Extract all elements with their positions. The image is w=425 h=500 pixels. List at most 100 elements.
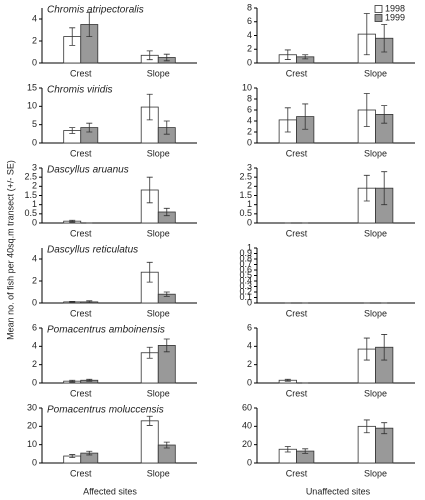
error-bar [363, 337, 370, 361]
y-tick-label: 0 [32, 137, 37, 147]
y-tick-label: 0 [247, 57, 252, 67]
x-tick-label: Slope [147, 468, 170, 478]
column-label: Unaffected sites [306, 486, 371, 496]
y-tick-label: 2.5 [239, 172, 252, 182]
y-tick-label: 1.5 [24, 190, 37, 200]
y-tick-label: 0.8 [239, 253, 252, 263]
y-tick-label: 0 [32, 457, 37, 467]
error-bar [146, 93, 153, 121]
x-tick-label: Crest [70, 308, 92, 318]
y-tick-label: 2 [32, 35, 37, 45]
x-tick-label: Crest [286, 148, 308, 158]
x-tick-label: Slope [364, 388, 387, 398]
x-tick-label: Crest [70, 468, 92, 478]
error-bar [381, 105, 388, 124]
y-tick-label: 0.9 [239, 248, 252, 258]
error-bar [86, 300, 93, 304]
x-tick-label: Slope [147, 388, 170, 398]
x-tick-label: Crest [70, 148, 92, 158]
y-tick-label: 0 [32, 57, 37, 67]
y-tick-label: 2 [32, 275, 37, 285]
y-tick-label: 2 [247, 359, 252, 369]
y-tick-label: 2 [247, 181, 252, 191]
error-bar [363, 174, 370, 202]
legend-label: 1998 [385, 3, 405, 13]
y-tick-label: 1.5 [239, 190, 252, 200]
y-tick-label: 2.5 [24, 172, 37, 182]
y-tick-label: 2 [32, 181, 37, 191]
error-bar [302, 54, 309, 60]
error-bar [69, 27, 76, 46]
error-bar [381, 24, 388, 53]
x-tick-label: Slope [147, 308, 170, 318]
y-tick-label: 0.4 [239, 275, 252, 285]
y-tick-label: 0 [32, 217, 37, 227]
error-bar [363, 419, 370, 434]
error-bar [146, 415, 153, 426]
chart-title: Pomacentrus amboinensis [47, 325, 165, 336]
error-bar [381, 334, 388, 361]
y-tick-label: 0.1 [239, 292, 252, 302]
y-tick-label: 40 [242, 421, 252, 431]
y-tick-label: 4 [247, 115, 252, 125]
y-tick-label: 4 [32, 341, 37, 351]
y-axis-label: Mean no. of fish per 40sq.m transect (+/… [5, 160, 15, 340]
x-tick-label: Slope [147, 228, 170, 238]
y-tick-label: 3 [247, 162, 252, 172]
y-tick-label: 0 [247, 217, 252, 227]
chart-title: Chromis viridis [47, 85, 113, 96]
legend-label: 1999 [385, 12, 405, 22]
error-bar [284, 49, 291, 60]
y-tick-label: 2 [32, 359, 37, 369]
y-tick-label: 0 [32, 297, 37, 307]
error-bar [69, 127, 76, 134]
x-tick-label: Slope [147, 68, 170, 78]
error-bar [146, 261, 153, 283]
y-tick-label: 1 [247, 199, 252, 209]
chart-title: Pomacentrus moluccensis [47, 405, 164, 416]
y-tick-label: 30 [27, 402, 37, 412]
x-tick-label: Crest [286, 388, 308, 398]
error-bar [86, 378, 93, 382]
x-tick-label: Crest [70, 228, 92, 238]
error-bar [69, 454, 76, 458]
y-tick-label: 15 [27, 82, 37, 92]
error-bar [363, 13, 370, 56]
y-tick-label: 0.6 [239, 264, 252, 274]
error-bar [363, 93, 370, 127]
error-bar [86, 122, 93, 133]
y-tick-label: 0 [247, 457, 252, 467]
y-tick-label: 5 [32, 119, 37, 129]
y-tick-label: 0.3 [239, 281, 252, 291]
y-tick-label: 20 [27, 421, 37, 431]
error-bar [381, 422, 388, 435]
error-bar [381, 171, 388, 206]
y-tick-label: 10 [27, 439, 37, 449]
x-tick-label: Slope [364, 308, 387, 318]
legend-swatch [374, 14, 383, 22]
chart-title: Dascyllus aruanus [47, 165, 129, 176]
error-bar [86, 12, 93, 37]
y-tick-label: 2 [247, 44, 252, 54]
y-tick-label: 6 [32, 322, 37, 332]
y-tick-label: 0 [32, 377, 37, 387]
error-bar [284, 107, 291, 133]
error-bar [163, 441, 170, 449]
error-bar [302, 448, 309, 454]
y-tick-label: 3 [32, 162, 37, 172]
x-tick-label: Crest [286, 68, 308, 78]
error-bar [146, 50, 153, 61]
chart-title: Chromis atripectoralis [47, 5, 144, 16]
error-bar [163, 338, 170, 353]
y-tick-label: 2 [247, 126, 252, 136]
y-tick-label: 60 [242, 402, 252, 412]
y-tick-label: 0.5 [239, 270, 252, 280]
error-bar [69, 379, 76, 383]
x-tick-label: Crest [286, 468, 308, 478]
y-tick-label: 0.2 [239, 286, 252, 296]
y-tick-label: 8 [247, 2, 252, 12]
y-tick-label: 4 [32, 253, 37, 263]
column-label: Affected sites [83, 486, 137, 496]
x-tick-label: Slope [364, 468, 387, 478]
